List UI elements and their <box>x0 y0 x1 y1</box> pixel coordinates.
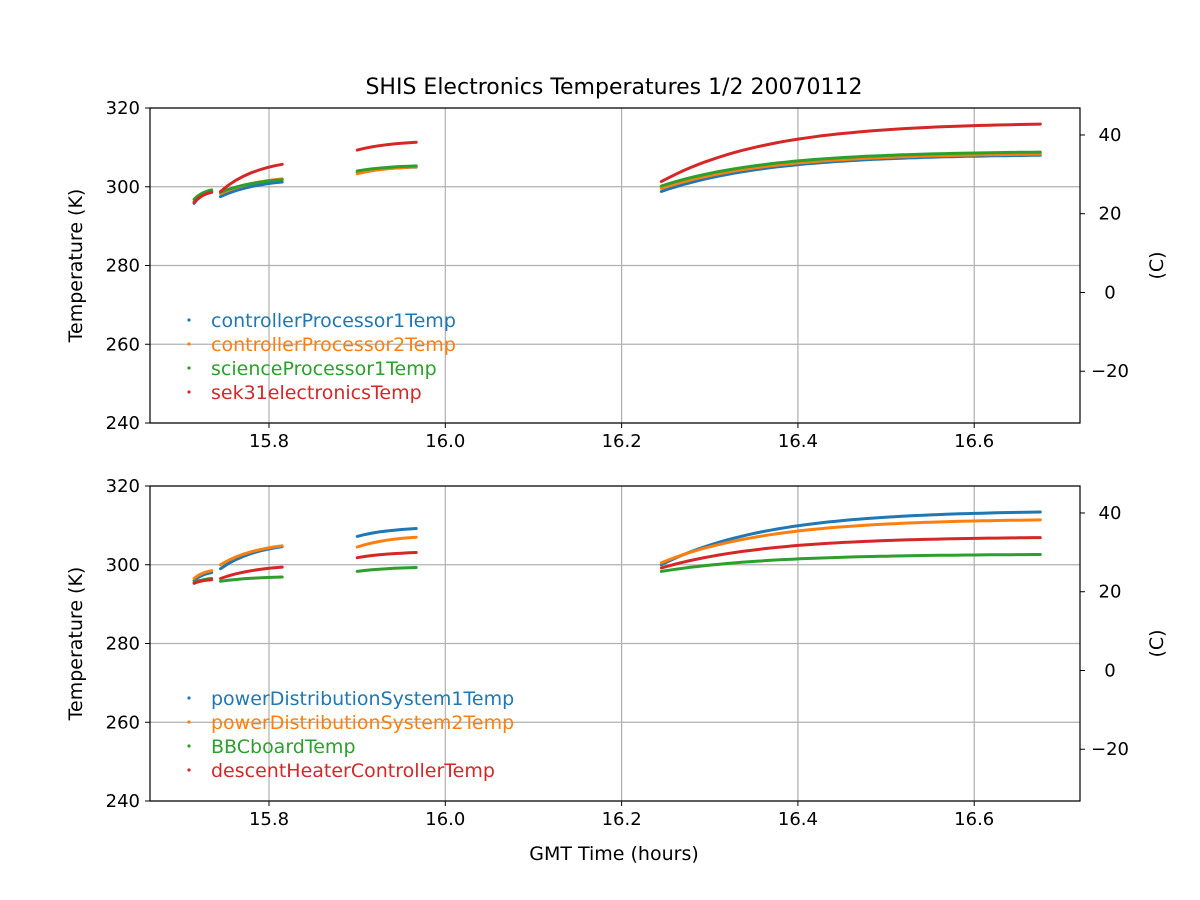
legend-marker <box>187 390 191 394</box>
legend-label: sek31electronicsTemp <box>211 382 422 404</box>
y-tick-label: 280 <box>106 256 140 277</box>
series-BBCboardTemp-segment <box>355 566 418 573</box>
figure-title: SHIS Electronics Temperatures 1/2 200701… <box>365 75 862 100</box>
y-tick-label: 320 <box>106 98 140 119</box>
legend-marker <box>187 342 191 346</box>
y2-tick-label: 20 <box>1099 582 1122 603</box>
series-controllerProcessor1Temp-segment <box>219 180 284 199</box>
series-sek31electronicsTemp-segment <box>659 122 1042 184</box>
series-descentHeaterControllerTemp-segment <box>192 578 214 585</box>
x-tick-label: 15.8 <box>249 431 289 452</box>
y2-tick-label: 20 <box>1099 204 1122 225</box>
legend-marker <box>187 720 191 724</box>
series-descentHeaterControllerTemp-segment <box>659 536 1042 570</box>
y2-tick-label: −20 <box>1091 361 1129 382</box>
x-tick-label: 16.0 <box>425 431 465 452</box>
series-sek31electronicsTemp-segment <box>355 140 418 152</box>
legend-label: powerDistributionSystem2Temp <box>211 712 514 734</box>
legend-label: scienceProcessor1Temp <box>211 358 437 380</box>
legend-label: controllerProcessor1Temp <box>211 310 456 332</box>
x-tick-label: 16.6 <box>954 431 994 452</box>
x-tick-label: 16.0 <box>425 809 465 830</box>
y-tick-label: 280 <box>106 634 140 655</box>
x-axis-label: GMT Time (hours) <box>529 843 699 865</box>
x-tick-label: 16.6 <box>954 809 994 830</box>
y-tick-label: 260 <box>106 334 140 355</box>
series-scienceProcessor1Temp-segment <box>659 150 1042 188</box>
series-powerDistributionSystem1Temp-segment <box>355 527 418 538</box>
series-BBCboardTemp-segment <box>659 553 1042 573</box>
series-sek31electronicsTemp-segment <box>219 162 284 193</box>
legend-marker <box>187 696 191 700</box>
bottom-panel: 15.8 16.0 16.2 16.4 16.6 240 260 280 300 320 −20 0 2… <box>65 476 1168 830</box>
y-tick-label: 240 <box>106 413 140 434</box>
series-scienceProcessor1Temp-segment <box>192 188 214 201</box>
legend-marker <box>187 744 191 748</box>
y-tick-label: 260 <box>106 712 140 733</box>
series-descentHeaterControllerTemp-segment <box>219 565 284 580</box>
y2-axis-label: (C) <box>1146 251 1168 279</box>
y2-tick-label: 40 <box>1099 125 1122 146</box>
x-tick-label: 16.4 <box>778 809 818 830</box>
y-tick-label: 300 <box>106 555 140 576</box>
series-powerDistributionSystem2Temp-segment <box>659 518 1042 565</box>
x-tick-label: 16.4 <box>778 431 818 452</box>
axes-frame <box>149 485 1081 802</box>
y2-tick-label: −20 <box>1091 739 1129 760</box>
series-powerDistributionSystem2Temp-segment <box>192 569 214 580</box>
y-tick-label: 320 <box>106 476 140 497</box>
top-panel: 15.8 16.0 16.2 16.4 16.6 240 260 280 300 320 −20 0 2… <box>65 98 1168 452</box>
legend-label: controllerProcessor2Temp <box>211 334 456 356</box>
legend-label: powerDistributionSystem1Temp <box>211 688 514 710</box>
y-tick-label: 300 <box>106 177 140 198</box>
series-powerDistributionSystem2Temp-segment <box>219 544 284 567</box>
y2-axis-label: (C) <box>1146 629 1168 657</box>
y-axis-label: Temperature (K) <box>65 567 87 722</box>
series-scienceProcessor1Temp-segment <box>355 164 418 173</box>
x-tick-label: 16.2 <box>602 809 642 830</box>
legend-label: BBCboardTemp <box>211 736 356 758</box>
y2-tick-label: 0 <box>1104 282 1115 303</box>
series-controllerProcessor2Temp-segment <box>659 152 1042 190</box>
series-descentHeaterControllerTemp-segment <box>355 551 418 560</box>
y-tick-label: 240 <box>106 791 140 812</box>
y2-tick-label: 0 <box>1104 660 1115 681</box>
axes-frame <box>149 107 1081 424</box>
y-axis-label: Temperature (K) <box>65 189 87 344</box>
series-BBCboardTemp-segment <box>219 575 284 583</box>
y2-tick-label: 40 <box>1099 503 1122 524</box>
legend-marker <box>187 768 191 772</box>
legend-marker <box>187 318 191 322</box>
legend-marker <box>187 366 191 370</box>
x-tick-label: 15.8 <box>249 809 289 830</box>
series-sek31electronicsTemp-segment <box>192 190 214 204</box>
series-powerDistributionSystem1Temp-segment <box>659 510 1042 567</box>
legend-label: descentHeaterControllerTemp <box>211 760 495 782</box>
series-scienceProcessor1Temp-segment <box>219 178 284 194</box>
x-tick-label: 16.2 <box>602 431 642 452</box>
series-powerDistributionSystem1Temp-segment <box>219 545 284 571</box>
series-powerDistributionSystem1Temp-segment <box>192 571 214 582</box>
series-powerDistributionSystem2Temp-segment <box>355 535 418 549</box>
